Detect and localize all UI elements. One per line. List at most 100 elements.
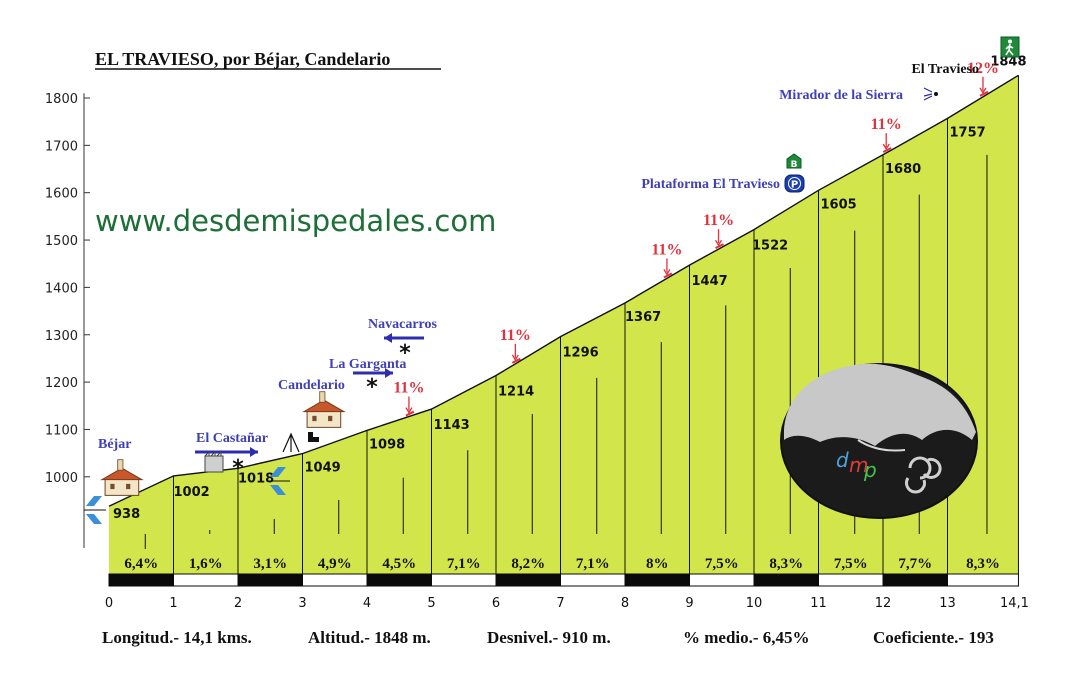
- km-bar-segment: [302, 573, 368, 587]
- elevation-label: 1002: [174, 485, 210, 500]
- steep-ramp-mark: [511, 357, 521, 364]
- elevation-label: 1680: [885, 162, 921, 177]
- star-junction-icon: *: [399, 341, 411, 366]
- x-tick-label: 13: [939, 596, 956, 611]
- bar-icon: B: [786, 153, 802, 170]
- elevation-label: 1757: [950, 125, 986, 140]
- x-tick-label: 6: [492, 596, 500, 611]
- km-bar-segment: [431, 573, 497, 587]
- steep-ramp-mark: [715, 243, 724, 250]
- steep-ramp-label: 11%: [703, 212, 734, 229]
- km-bar-segment: [624, 573, 690, 587]
- place-label-el-travieso: El Travieso: [911, 62, 979, 77]
- y-tick-label: 1700: [45, 139, 78, 154]
- x-tick-label: 11: [810, 596, 827, 611]
- factory-icon: [204, 450, 224, 473]
- gradient-label: 1,6%: [189, 556, 223, 572]
- bridge-icon: [268, 467, 290, 495]
- star-junction-icon: *: [366, 375, 378, 400]
- x-tick-label: 4: [363, 596, 371, 611]
- km-bar-segment: [947, 573, 1019, 587]
- svg-text:P: P: [791, 180, 798, 191]
- x-tick-label: 1: [169, 596, 177, 611]
- y-tick-label: 1100: [45, 423, 78, 438]
- steep-ramp-arrowhead: [714, 239, 723, 247]
- gradient-label: 6,4%: [124, 556, 158, 572]
- logo-letter-d: d: [836, 448, 849, 472]
- bridge-icon: [84, 496, 106, 524]
- steep-ramp-label: 11%: [871, 116, 902, 133]
- parking-icon: P: [784, 174, 805, 193]
- gradient-label: 7,1%: [576, 556, 610, 572]
- star-junction-icon: *: [232, 456, 244, 481]
- y-tick-label: 1800: [45, 92, 78, 107]
- elevation-label: 1522: [752, 239, 788, 254]
- elevation-label: 1098: [369, 437, 405, 452]
- elevation-label: 1296: [563, 346, 599, 361]
- y-tick-label: 1300: [45, 329, 78, 344]
- km-bar-segment: [237, 573, 303, 587]
- elevation-label: 1018: [238, 471, 274, 486]
- y-tick-label: 1500: [45, 234, 78, 249]
- x-tick-label: 3: [298, 596, 306, 611]
- gradient-label: 8,3%: [966, 556, 1000, 572]
- steep-ramp-arrowhead: [882, 143, 890, 151]
- x-tick-label: 10: [746, 596, 763, 611]
- steep-ramp-mark: [405, 410, 415, 417]
- direction-arrowhead: [384, 333, 392, 343]
- steep-ramp-label: 12%: [967, 60, 999, 77]
- km-bar-segment: [173, 573, 239, 587]
- gradient-label: 7,5%: [705, 556, 739, 572]
- km-bar-segment: [753, 573, 819, 587]
- gradient-label: 8,3%: [769, 556, 803, 572]
- gradient-label: 7,5%: [834, 556, 868, 572]
- direction-arrowhead: [385, 368, 393, 378]
- steep-ramp-mark: [663, 272, 673, 279]
- stat-0: Longitud.- 14,1 kms.: [102, 628, 252, 647]
- gradient-label: 8,2%: [511, 556, 545, 572]
- elevation-label: 938: [113, 507, 140, 522]
- steep-ramp-arrowhead: [663, 269, 671, 276]
- km-bar-segment: [560, 573, 626, 587]
- building-icon: [308, 432, 319, 442]
- stat-1: Altitud.- 1848 m.: [308, 628, 431, 647]
- steep-ramp-label: 11%: [393, 380, 424, 397]
- gradient-label: 7,7%: [898, 556, 932, 572]
- x-tick-label: 8: [621, 596, 629, 611]
- gradient-label: 3,1%: [253, 556, 287, 572]
- x-tick-label: 2: [234, 596, 242, 611]
- elevation-label: 1049: [305, 461, 341, 476]
- steep-ramp-arrowhead: [979, 87, 987, 95]
- hiker-icon: [1000, 36, 1020, 58]
- triskel-icon: [905, 456, 942, 494]
- steep-ramp-label: 11%: [500, 327, 531, 344]
- x-tick-label: 12: [875, 596, 892, 611]
- x-tick-label: 14,1: [1000, 596, 1029, 611]
- profile-line: [108, 74, 1019, 507]
- y-tick-label: 1200: [45, 376, 78, 391]
- logo-letter-m: m: [849, 453, 868, 477]
- km-bar-segment: [882, 573, 948, 587]
- x-tick-label: 0: [105, 596, 113, 611]
- y-tick-label: 1400: [45, 281, 78, 296]
- place-label-mirador-de-la-sierra: Mirador de la Sierra: [779, 88, 903, 103]
- place-label-la-garganta: La Garganta: [329, 357, 406, 372]
- x-tick-label: 9: [685, 596, 693, 611]
- elevation-label: 1848: [990, 54, 1026, 69]
- elevation-label: 1447: [692, 274, 728, 289]
- steep-ramp-arrowhead: [405, 407, 413, 414]
- elevation-label: 1367: [625, 310, 661, 325]
- house-icon: [301, 391, 346, 428]
- place-label-plataforma-el-travieso: Plataforma El Travieso: [641, 177, 780, 192]
- km-bar-segment: [495, 573, 561, 587]
- place-label-bejar: Béjar: [98, 437, 131, 452]
- place-label-el-castanar: El Castañar: [196, 431, 268, 446]
- website-text: www.desdemispedales.com: [95, 204, 496, 238]
- y-tick-label: 1600: [45, 187, 78, 202]
- elevation-label: 1605: [821, 197, 857, 212]
- direction-arrowhead: [250, 447, 258, 457]
- steep-ramp-mark: [979, 90, 989, 97]
- km-bar-segment: [689, 573, 755, 587]
